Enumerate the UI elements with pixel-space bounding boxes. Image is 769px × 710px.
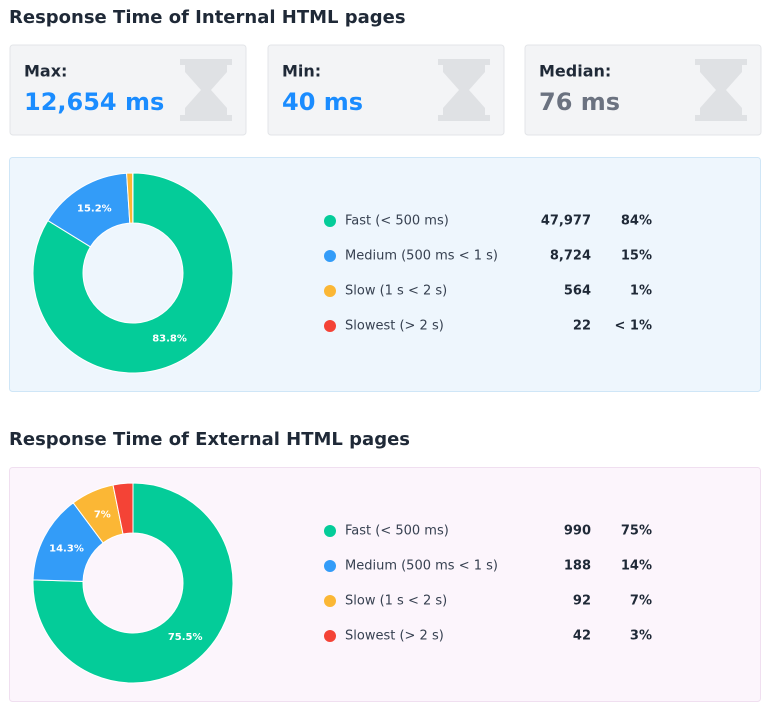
legend-dot: [324, 285, 336, 297]
legend-share: 75%: [621, 524, 652, 539]
legend-label: Slow (1 s < 2 s): [345, 594, 447, 609]
legend-share: 84%: [621, 214, 652, 229]
legend-count: 8,724: [550, 249, 591, 264]
legend-label: Slow (1 s < 2 s): [345, 284, 447, 299]
legend-label: Slowest (> 2 s): [345, 319, 444, 334]
stat-value: 12,654 ms: [24, 88, 164, 116]
legend-label: Slowest (> 2 s): [345, 629, 444, 644]
slice-label: 83.8%: [152, 333, 187, 344]
legend-count: 92: [573, 594, 591, 609]
hourglass-bottom: [180, 115, 232, 121]
hourglass-icon: [438, 59, 490, 121]
legend-dot: [324, 250, 336, 262]
donut-slice: [112, 482, 134, 535]
legend-count: 22: [573, 319, 591, 334]
hourglass-glass: [185, 65, 227, 115]
hourglass-glass: [700, 65, 742, 115]
legend-dot: [324, 525, 336, 537]
donut-slice: [32, 172, 234, 374]
legend-dot: [324, 320, 336, 332]
legend-count: 564: [564, 284, 591, 299]
hourglass-icon: [180, 59, 232, 121]
legend-label: Fast (< 500 ms): [345, 214, 449, 229]
slice-label: 15.2%: [77, 204, 112, 215]
hourglass-top: [695, 59, 747, 65]
stat-label: Min:: [282, 62, 321, 81]
stat-label: Max:: [24, 62, 67, 81]
legend-dot: [324, 215, 336, 227]
legend-share: 1%: [630, 284, 652, 299]
legend-count: 42: [573, 629, 591, 644]
legend-count: 188: [564, 559, 591, 574]
stat-value: 76 ms: [539, 88, 620, 116]
hourglass-bottom: [695, 115, 747, 121]
legend-share: 3%: [630, 629, 652, 644]
legend-share: 7%: [630, 594, 652, 609]
legend-count: 47,977: [541, 214, 591, 229]
slice-label: 7%: [94, 510, 111, 521]
slice-label: 75.5%: [168, 632, 203, 643]
section-title: Response Time of Internal HTML pages: [9, 7, 406, 28]
stat-value: 40 ms: [282, 88, 363, 116]
stat-label: Median:: [539, 62, 611, 81]
legend-label: Medium (500 ms < 1 s): [345, 559, 498, 574]
legend-label: Fast (< 500 ms): [345, 524, 449, 539]
legend-dot: [324, 630, 336, 642]
legend-share: < 1%: [615, 319, 653, 334]
hourglass-glass: [443, 65, 485, 115]
hourglass-icon: [695, 59, 747, 121]
slice-label: 14.3%: [49, 543, 84, 554]
legend-share: 15%: [621, 249, 652, 264]
hourglass-top: [180, 59, 232, 65]
section-title: Response Time of External HTML pages: [9, 429, 410, 450]
donut-slice: [32, 482, 234, 684]
legend-label: Medium (500 ms < 1 s): [345, 249, 498, 264]
hourglass-bottom: [438, 115, 490, 121]
legend-dot: [324, 560, 336, 572]
legend-count: 990: [564, 524, 591, 539]
legend-share: 14%: [621, 559, 652, 574]
legend-dot: [324, 595, 336, 607]
hourglass-top: [438, 59, 490, 65]
